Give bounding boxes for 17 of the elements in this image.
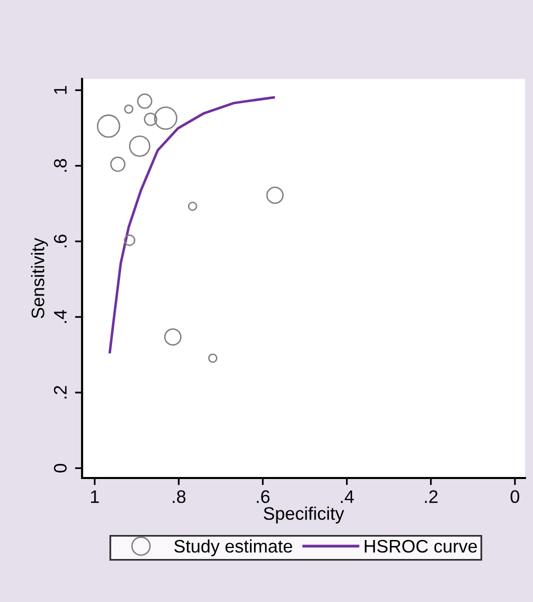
x-axis-title: Specificity bbox=[264, 506, 344, 524]
line-series bbox=[108, 96, 275, 354]
x-tick-label: 1 bbox=[91, 490, 99, 503]
y-tick-label: 1 bbox=[54, 86, 67, 94]
x-tick-label: .6 bbox=[256, 490, 270, 504]
x-tick-label: 0 bbox=[510, 490, 520, 504]
x-tick-label: .2 bbox=[424, 490, 438, 503]
y-tick-label: .4 bbox=[54, 310, 67, 323]
y-tick-label: .6 bbox=[54, 234, 67, 248]
y-axis-title: Sensitivity bbox=[31, 238, 48, 318]
y-tick-label: .8 bbox=[54, 159, 67, 172]
legend-label: HSROC curve bbox=[364, 540, 477, 553]
x-tick-label: .8 bbox=[172, 490, 186, 504]
x-tick-label: .4 bbox=[340, 490, 354, 503]
y-tick-label: .2 bbox=[54, 386, 67, 398]
legend-label: Study estimate bbox=[174, 539, 292, 556]
y-tick-label: 0 bbox=[54, 464, 67, 472]
